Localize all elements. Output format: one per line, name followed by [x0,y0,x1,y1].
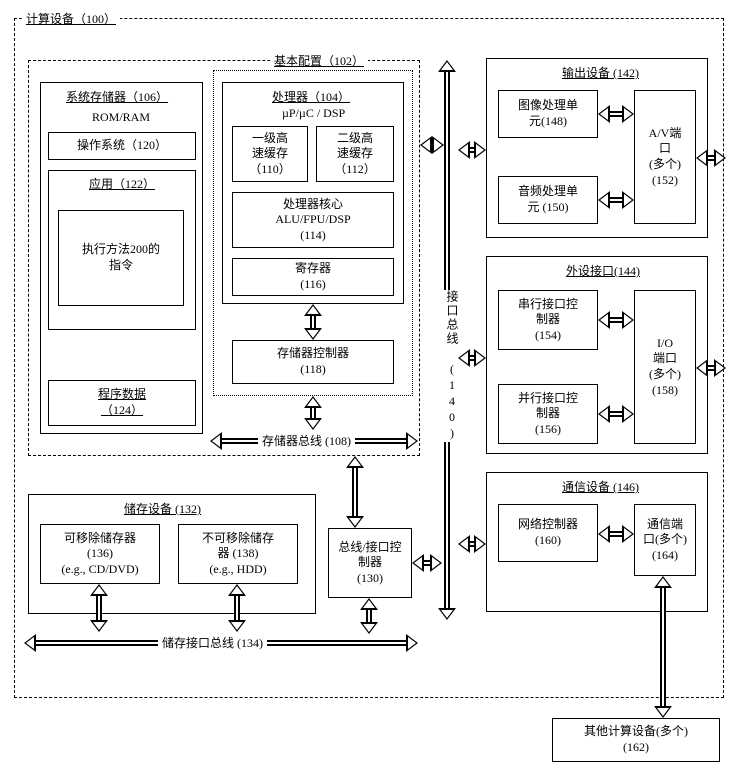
program-data-box: 程序数据 （124） [48,380,196,426]
removable-box: 可移除储存器 (136) (e.g., CD/DVD) [40,524,160,584]
processor-subtitle: µP/µC / DSP [278,106,349,121]
other-devices-box: 其他计算设备(多个) (162) [552,718,720,762]
storage-title: 储存设备 (132) [120,500,205,517]
parallel-box: 并行接口控 制器 (156) [498,384,598,444]
arrow-gpu-av [598,104,634,124]
arrow-ibus-output [458,140,486,160]
diagram-stage: 计算设备（100） 基本配置（102） 系统存储器（106） ROM/RAM 操… [0,0,736,771]
os-box: 操作系统（120） [48,132,196,160]
commport-box: 通信端 口(多个) (164) [634,504,696,576]
l2-cache-box: 二级高 速缓存 （112） [316,126,394,182]
computing-device-title: 计算设备（100） [22,10,120,27]
registers-box: 寄存器 (116) [232,258,394,296]
memory-bus-label: 存储器总线 (108) [258,432,355,449]
basic-config-title: 基本配置（102） [270,52,368,69]
avport-box: A/V端 口 (多个) (152) [634,90,696,224]
peripheral-title: 外设接口(144) [562,262,644,279]
output-title: 输出设备 (142) [558,64,643,81]
rom-ram-label: ROM/RAM [88,110,154,125]
app-title: 应用（122） [89,177,155,193]
arrow-av-ext [696,148,726,168]
arrow-ibus-periph [458,348,486,368]
storage-bus-label: 储存接口总线 (134) [158,634,267,651]
nonremovable-box: 不可移除储存 器 (138) (e.g., HDD) [178,524,298,584]
system-memory-title: 系统存储器（106） [62,88,172,105]
arrow-remov-sbus [86,584,112,632]
arrow-net-port [598,524,634,544]
comm-title: 通信设备 (146) [558,478,643,495]
audio-box: 音频处理单 元 (150) [498,176,598,224]
arrow-audio-av [598,190,634,210]
arrow-comm-other [650,576,676,718]
bus-if-controller-box: 总线/接口控 制器 (130) [328,528,412,598]
arrow-ibus-comm [458,534,486,554]
app-body-box: 执行方法200的 指令 [58,210,184,306]
arrow-ifctrl-sbus [356,598,382,634]
arrow-bus-ifctrl [342,456,368,528]
net-box: 网络控制器 (160) [498,504,598,562]
arrow-serial-io [598,310,634,330]
ioport-box: I/O 端口 (多个) (158) [634,290,696,444]
gpu-box: 图像处理单 元(148) [498,90,598,138]
processor-title: 处理器（104） [268,88,354,105]
l1-cache-box: 一级高 速缓存 （110） [232,126,308,182]
arrow-mc-bus [300,396,326,430]
mem-controller-box: 存储器控制器 (118) [232,340,394,384]
arrow-io-ext [696,358,726,378]
arrow-proc-mc [300,304,326,340]
arrow-cfg-ibus [420,134,444,156]
arrow-nonremov-sbus [224,584,250,632]
processor-core-box: 处理器核心 ALU/FPU/DSP (114) [232,192,394,248]
serial-box: 串行接口控 制器 (154) [498,290,598,350]
arrow-par-io [598,404,634,424]
